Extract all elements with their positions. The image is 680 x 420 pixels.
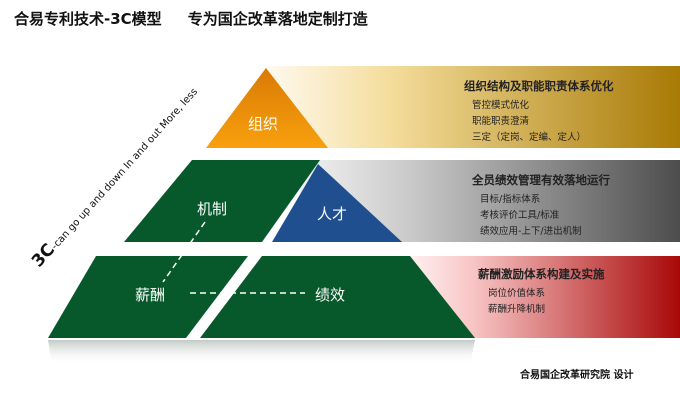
label-org: 组织: [248, 115, 279, 133]
label-talent: 人才: [317, 205, 348, 223]
org-triangle: [206, 68, 328, 148]
mechanism-description: 薪酬激励体系构建及实施 岗位价值体系 薪酬升降机制: [478, 267, 605, 315]
dashed-link-vertical: [162, 221, 206, 283]
talent-triangle: [272, 164, 402, 242]
label-mechanism: 机制: [197, 200, 228, 218]
label-performance: 绩效: [315, 286, 346, 304]
talent-description: 全员绩效管理有效落地运行 目标/指标体系 考核评价工具/标准 绩效应用-上下/进…: [472, 173, 610, 237]
band-org: [265, 66, 680, 148]
org-description: 组织结构及职能职责体系优化 管控模式优化 职能职责澄清 三定（定岗、定编、定人）: [464, 79, 614, 143]
page-title: 合易专利技术-3C模型 专为国企改革落地定制打造: [14, 10, 368, 28]
reflection: [48, 340, 475, 365]
salary-block: [48, 256, 248, 338]
performance-block: [200, 256, 475, 338]
footer-credit: 合易国企改革研究院 设计: [520, 370, 634, 381]
label-salary: 薪酬: [135, 286, 166, 304]
mechanism-block: [124, 160, 320, 242]
